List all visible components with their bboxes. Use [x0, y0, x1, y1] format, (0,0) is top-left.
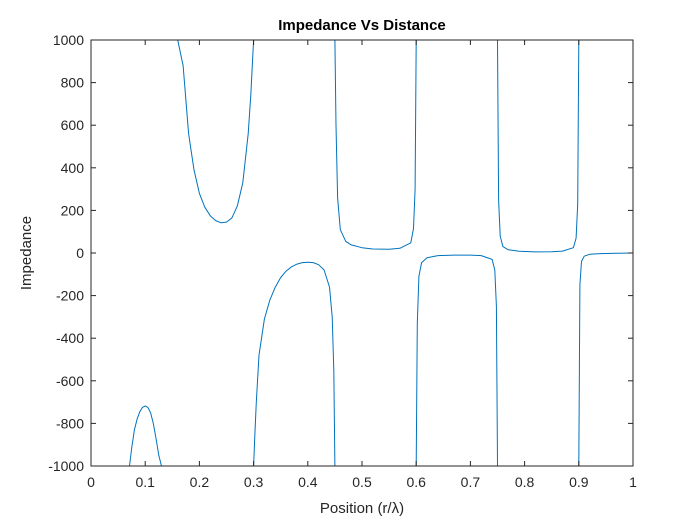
- y-tick-label: 600: [61, 117, 85, 133]
- x-axis: 0 0.1 0.2 0.3 0.4 0.5 0.6 0.7 0.8 0.9 1: [87, 40, 637, 490]
- x-tick-label: 0.4: [298, 474, 318, 490]
- x-tick-label: 1: [629, 474, 637, 490]
- x-tick-label: 0.6: [406, 474, 426, 490]
- x-tick-label: 0.1: [135, 474, 155, 490]
- x-tick-label: 0.3: [244, 474, 264, 490]
- y-axis-label: Impedance: [18, 216, 35, 290]
- y-axis: -1000 -800 -600 -400 -200 0 200 400 600 800 1000: [48, 32, 633, 474]
- series-line-segment: [253, 261, 336, 467]
- y-tick-label: 0: [76, 245, 84, 261]
- y-tick-label: -1000: [48, 458, 84, 474]
- series-line-segment: [334, 39, 417, 250]
- series-line-segment: [497, 39, 580, 253]
- x-tick-label: 0: [87, 474, 95, 490]
- y-tick-label: 200: [61, 202, 85, 218]
- series-line-segment: [415, 254, 498, 467]
- x-axis-label: Position (r/λ): [320, 500, 404, 517]
- series-line-segment: [578, 252, 634, 467]
- y-tick-label: 400: [61, 160, 85, 176]
- axes-box: [90, 39, 634, 467]
- x-tick-label: 0.5: [352, 474, 372, 490]
- series-line-segment: [177, 39, 255, 224]
- series-line-segment: [129, 405, 162, 467]
- y-tick-label: -400: [56, 330, 84, 346]
- y-tick-label: 1000: [53, 32, 84, 48]
- plot-area: [90, 39, 634, 467]
- chart-title: Impedance Vs Distance: [278, 17, 446, 34]
- y-tick-label: -800: [56, 415, 84, 431]
- x-tick-label: 0.9: [569, 474, 589, 490]
- series-layer: [129, 39, 634, 467]
- x-tick-label: 0.7: [461, 474, 481, 490]
- y-tick-label: -200: [56, 288, 84, 304]
- y-tick-label: -600: [56, 373, 84, 389]
- x-tick-label: 0.8: [515, 474, 535, 490]
- y-tick-label: 800: [61, 75, 85, 91]
- x-tick-label: 0.2: [190, 474, 210, 490]
